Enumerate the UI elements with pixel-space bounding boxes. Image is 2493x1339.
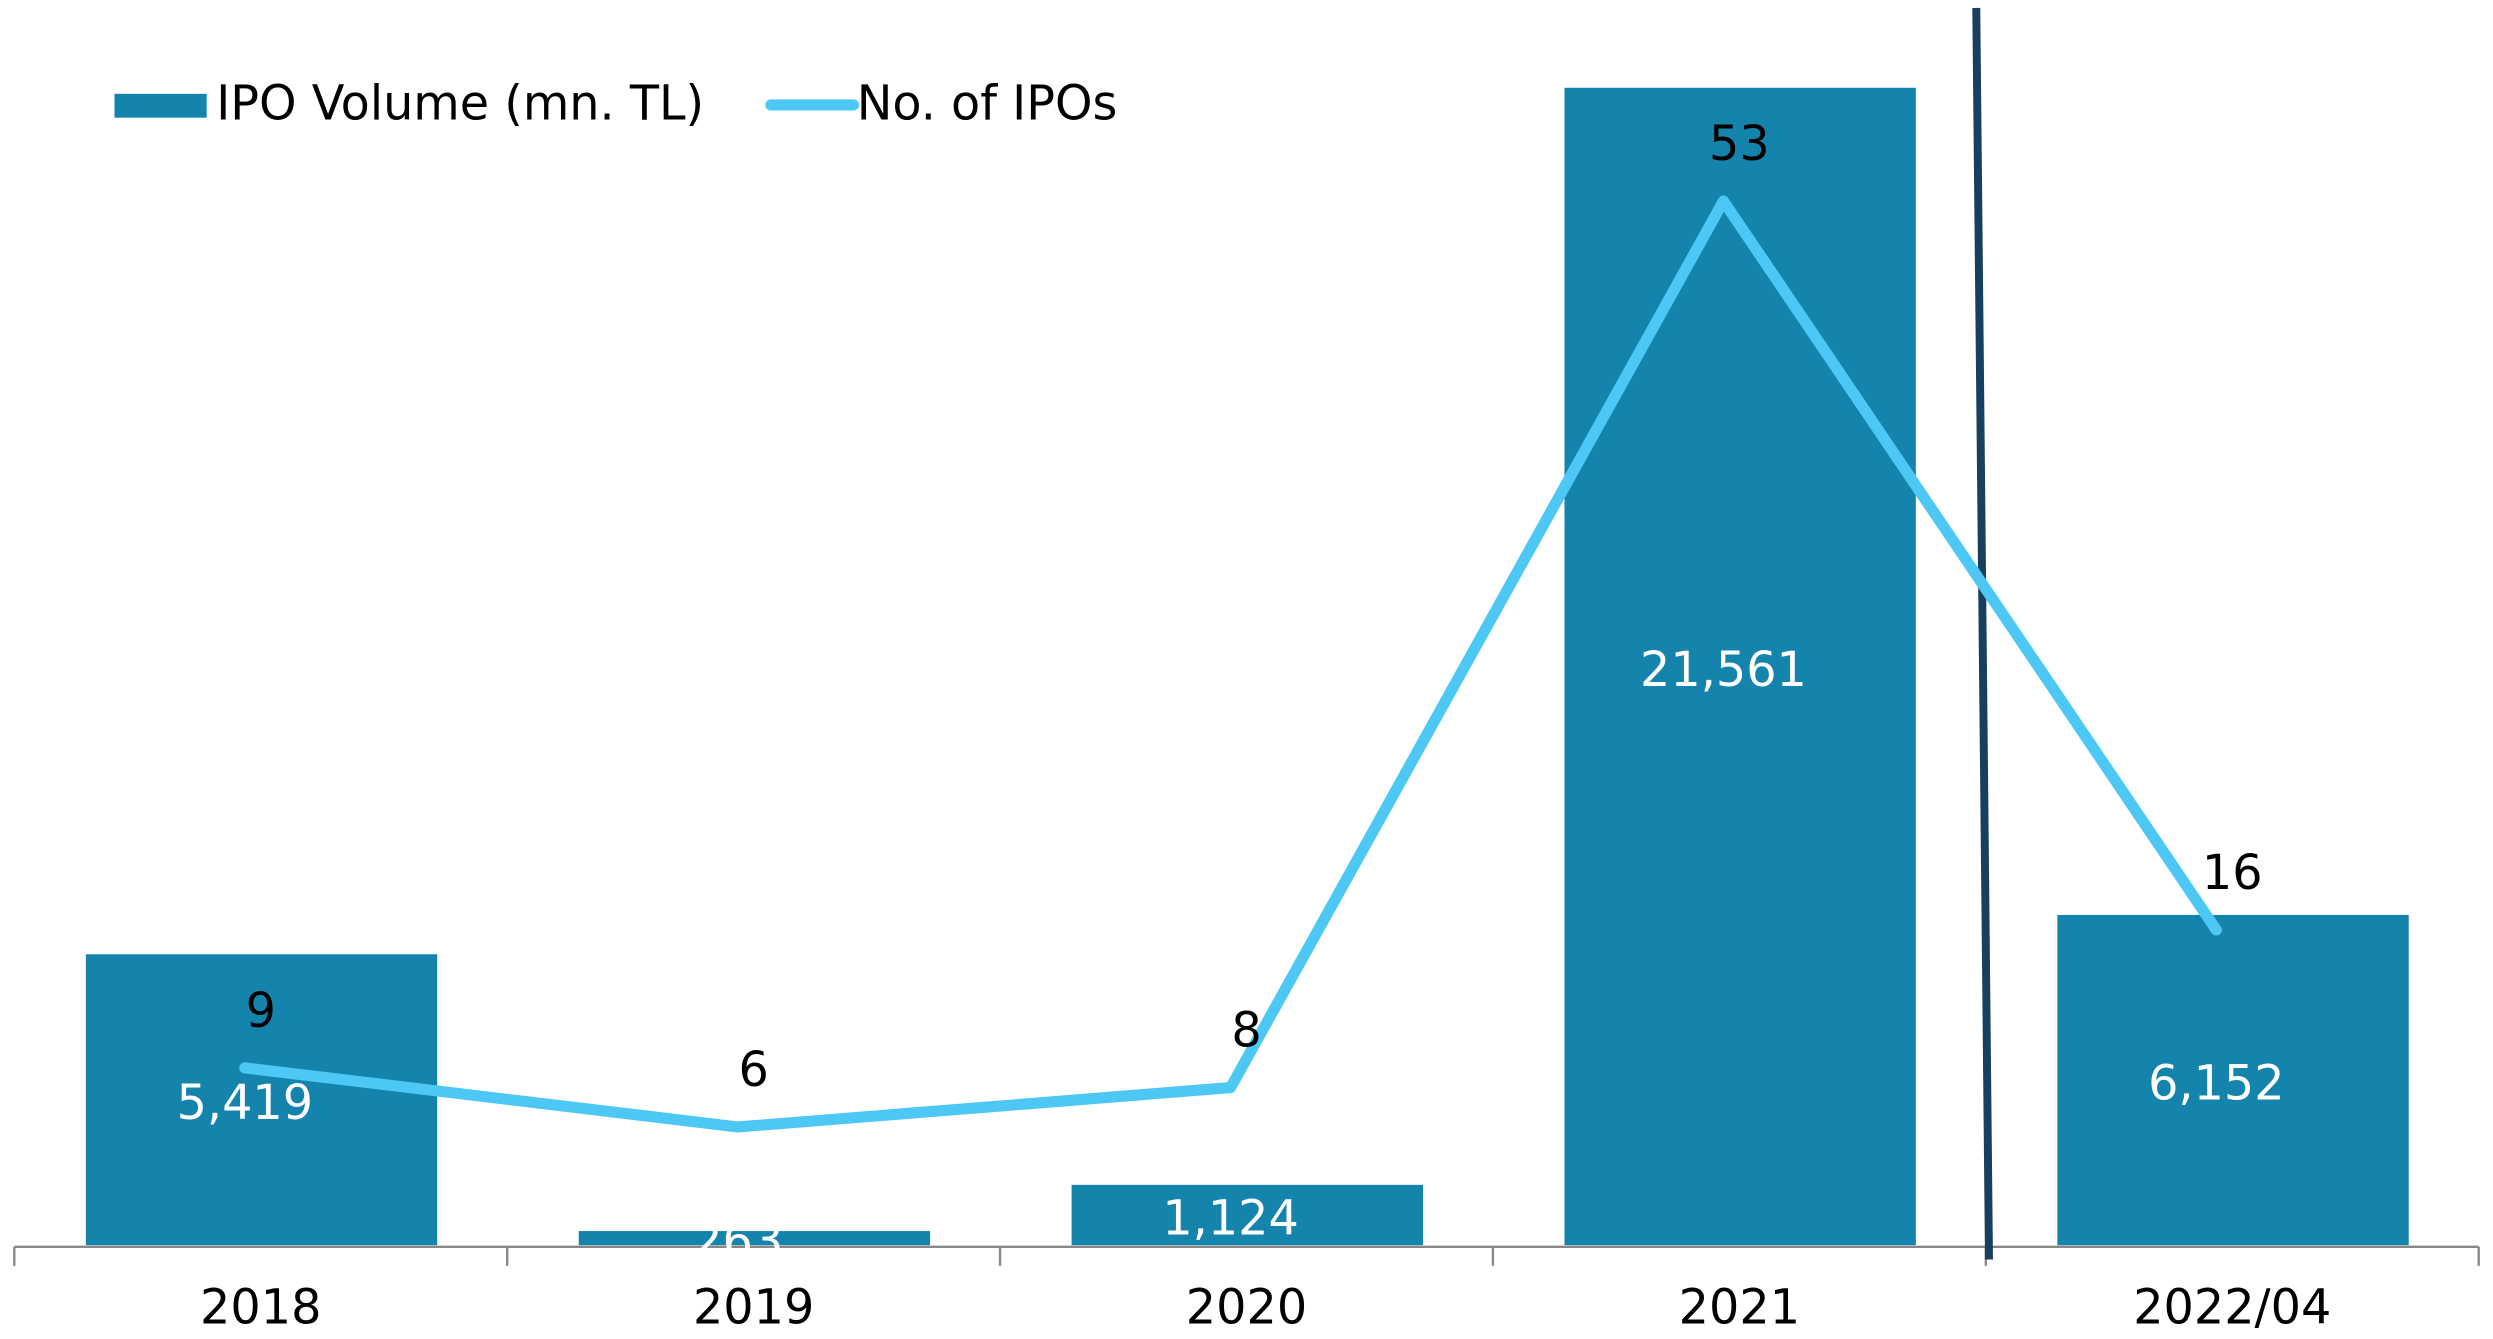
bar-value-label: 6,152 — [2148, 1056, 2285, 1111]
line — [239, 195, 2222, 1133]
legend-swatch — [114, 93, 207, 118]
line-value-label: 53 — [1709, 117, 1770, 172]
bar — [1071, 1184, 1423, 1246]
x-tick-label: 2020 — [1186, 1280, 1307, 1335]
x-tick-label: 2018 — [200, 1280, 321, 1335]
legend-label: No. of IPOs — [857, 77, 1118, 132]
bar-value-label: 1,124 — [1162, 1191, 1299, 1246]
bar-value-label: 21,561 — [1640, 643, 1807, 698]
line-value-label: 6 — [738, 1043, 768, 1098]
divider — [1972, 7, 1993, 1260]
legend-label: IPO Volume (mn. TL) — [216, 77, 704, 132]
bar-value-label: 263 — [692, 1214, 783, 1269]
bar — [578, 1231, 931, 1246]
x-tick-label: 2022/04 — [2133, 1280, 2331, 1335]
x-tick-label: 2021 — [1679, 1280, 1800, 1335]
x-tick-label: 2019 — [693, 1280, 814, 1335]
line-value-label: 16 — [2202, 846, 2263, 901]
bar — [2057, 914, 2409, 1246]
bar — [1564, 87, 1916, 1246]
bar-value-label: 5,419 — [177, 1076, 314, 1131]
line-value-label: 8 — [1231, 1004, 1261, 1059]
bar — [85, 954, 438, 1246]
line-value-label: 9 — [246, 984, 276, 1039]
